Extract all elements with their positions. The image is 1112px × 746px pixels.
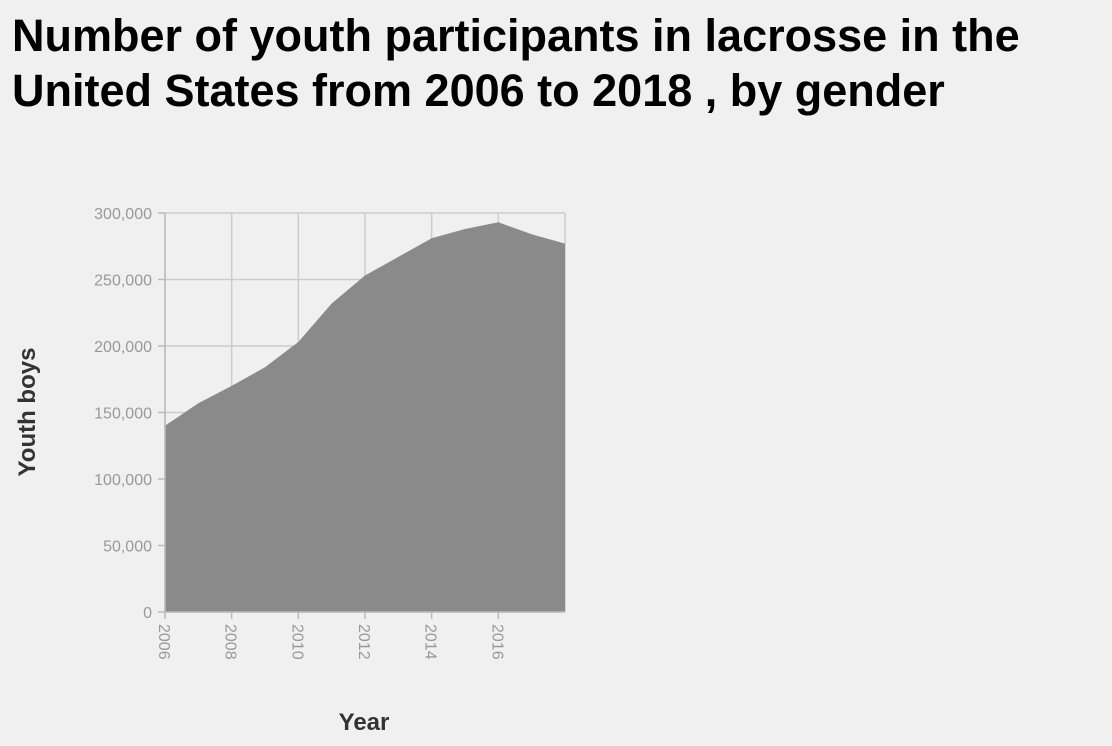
y-axis-ticks: 0 50,000 100,000 150,000 200,000 250,000 300,0… [94,206,165,622]
y-axis-title: Youth boys [14,348,41,477]
x-tick-label: 2012 [355,624,372,660]
y-tick-label: 0 [143,605,152,622]
y-tick-label: 200,000 [94,339,152,356]
y-tick-label: 300,000 [94,206,152,223]
y-tick-label: 100,000 [94,472,152,489]
x-axis-title: Year [339,709,390,736]
x-tick-label: 2008 [222,624,239,660]
area-series-youth-boys [165,222,565,612]
y-tick-label: 250,000 [94,273,152,290]
y-tick-label: 150,000 [94,406,152,423]
chart-title: Number of youth participants in lacrosse… [12,10,1020,116]
x-tick-label: 2010 [288,624,305,660]
x-tick-label: 2006 [155,624,172,660]
y-tick-label: 50,000 [103,539,152,556]
x-tick-label: 2016 [488,624,505,660]
x-axis-ticks: 2006 2008 2010 2012 2014 2016 [155,612,505,660]
x-tick-label: 2014 [422,624,439,660]
plot-area [165,222,565,612]
